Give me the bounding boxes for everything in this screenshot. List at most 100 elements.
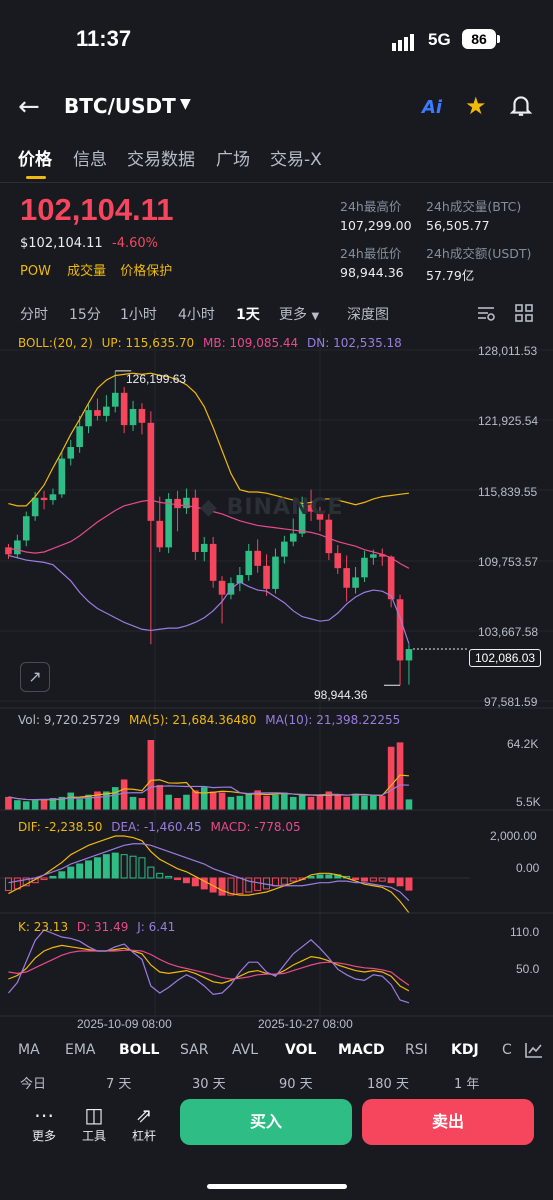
tab-price[interactable]: 价格 — [18, 150, 52, 170]
candle-body — [200, 543, 208, 552]
macd-bar — [316, 874, 324, 879]
leverage-label: 杠杆 — [131, 1129, 156, 1143]
ai-icon[interactable]: Ai — [422, 97, 443, 118]
macd-dif-line — [8, 835, 410, 914]
kdj-legend: K: 23.13 D: 31.49 J: 6.41 — [18, 920, 175, 934]
period-180d[interactable]: 180 天 — [367, 1077, 409, 1092]
vol-axis-label: 5.5K — [516, 795, 541, 809]
leverage-icon: ⇗ — [135, 1103, 153, 1127]
macd-bar — [49, 875, 57, 879]
tag-volume[interactable]: 成交量 — [67, 264, 107, 279]
stat-24h-low: 24h最低价 98,944.36 — [340, 243, 404, 280]
stat-24h-turnover-usdt: 24h成交额(USDT) 57.79亿 — [426, 243, 531, 284]
indicator-vol[interactable]: VOL — [285, 1042, 317, 1058]
candle-body — [14, 540, 21, 555]
binance-logo-icon: ◆ — [200, 495, 218, 520]
candle-body — [147, 422, 155, 521]
indicator-ema[interactable]: EMA — [65, 1042, 96, 1058]
volume-bar — [361, 795, 368, 810]
chevron-down-icon[interactable]: ▼ — [180, 96, 191, 112]
macd-legend: DIF: -2,238.50 DEA: -1,460.45 MACD: -778… — [18, 820, 301, 834]
kdj-j: J: 6.41 — [137, 920, 176, 934]
timeframe-4h[interactable]: 4小时 — [178, 307, 215, 323]
macd-bar — [369, 877, 377, 882]
candle-body — [174, 498, 181, 509]
sell-button[interactable]: 卖出 — [362, 1099, 534, 1145]
volume-bar — [387, 746, 395, 810]
kdj-d: D: 31.49 — [76, 920, 129, 934]
kdj-k: K: 23.13 — [18, 920, 69, 934]
depth-chart-tab[interactable]: 深度图 — [347, 307, 389, 323]
back-arrow-icon[interactable]: ← — [18, 92, 40, 122]
indicator-boll[interactable]: BOLL — [119, 1042, 160, 1058]
period-today[interactable]: 今日 — [20, 1077, 47, 1092]
volume-bar — [334, 794, 342, 810]
leverage-button[interactable]: ⇗ 杠杆 — [124, 1103, 164, 1144]
macd-bar — [67, 866, 75, 879]
volume-bar — [396, 742, 404, 810]
tab-info[interactable]: 信息 — [73, 150, 107, 170]
candle-body — [325, 519, 333, 554]
candle-body — [209, 543, 217, 581]
date-axis-label: 2025-10-09 08:00 — [77, 1017, 172, 1031]
macd-bar — [387, 877, 395, 884]
macd-bar — [307, 875, 315, 879]
tab-trade-x[interactable]: 交易-X — [270, 150, 322, 170]
indicator-macd[interactable]: MACD — [338, 1042, 385, 1058]
tag-pow[interactable]: POW — [20, 264, 51, 279]
favorite-star-icon[interactable]: ★ — [465, 92, 487, 120]
expand-icon[interactable]: ↗ — [20, 662, 50, 692]
timeframe-line[interactable]: 分时 — [20, 307, 48, 323]
period-30d[interactable]: 30 天 — [192, 1077, 226, 1092]
price-axis-label: 97,581.59 — [484, 695, 538, 709]
layout-grid-icon[interactable] — [514, 303, 534, 323]
timeframe-1d[interactable]: 1天 — [236, 307, 260, 323]
indicator-ma[interactable]: MA — [18, 1042, 40, 1058]
candle-body — [183, 497, 190, 509]
tools-button[interactable]: ◫ 工具 — [74, 1103, 114, 1144]
candle-body — [334, 553, 342, 569]
volume-bar — [307, 796, 315, 810]
volume-bar — [85, 794, 92, 810]
candle-body — [281, 541, 288, 557]
tag-price-protection[interactable]: 价格保护 — [120, 264, 173, 279]
timeframe-more[interactable]: 更多 ▼ — [279, 304, 319, 324]
candle-body — [22, 516, 30, 541]
volume-bar — [352, 793, 359, 810]
macd-bar — [76, 863, 84, 879]
timeframe-1h[interactable]: 1小时 — [120, 307, 157, 323]
indicator-sar[interactable]: SAR — [180, 1042, 209, 1058]
chart-settings-icon[interactable] — [476, 303, 496, 323]
tab-square[interactable]: 广场 — [216, 150, 250, 170]
candle-body — [378, 554, 386, 557]
stat-label: 24h最高价 — [340, 199, 402, 214]
indicator-kdj[interactable]: KDJ — [451, 1042, 479, 1058]
macd-bar — [182, 877, 190, 884]
volume-bar — [94, 791, 101, 810]
last-price: 102,104.11 — [20, 192, 174, 227]
period-7d[interactable]: 7 天 — [106, 1077, 132, 1092]
period-90d[interactable]: 90 天 — [279, 1077, 313, 1092]
buy-button[interactable]: 买入 — [180, 1099, 352, 1145]
indicator-avl[interactable]: AVL — [232, 1042, 259, 1058]
bell-icon[interactable] — [508, 92, 534, 118]
indicator-rsi[interactable]: RSI — [405, 1042, 428, 1058]
kline-chart[interactable] — [0, 330, 553, 1030]
timeframe-15m[interactable]: 15分 — [69, 307, 101, 323]
tab-trading-data[interactable]: 交易数据 — [127, 150, 195, 170]
volume-bar — [325, 791, 333, 810]
more-button[interactable]: ⋯ 更多 — [24, 1103, 64, 1144]
indicator-c[interactable]: C — [502, 1042, 512, 1058]
price-axis-label: 115,839.55 — [478, 485, 538, 499]
macd-dif: DIF: -2,238.50 — [18, 820, 103, 834]
macd-bar — [378, 877, 386, 882]
candle-body — [58, 458, 66, 495]
pair-title[interactable]: BTC/USDT — [64, 94, 176, 118]
usd-price: $102,104.11 — [20, 236, 103, 251]
volume-bar — [254, 790, 261, 810]
period-1y[interactable]: 1 年 — [454, 1077, 480, 1092]
indicator-chart-icon[interactable] — [524, 1041, 544, 1059]
candle-body — [94, 410, 101, 416]
candle-body — [192, 497, 199, 552]
macd-bar — [93, 857, 101, 879]
